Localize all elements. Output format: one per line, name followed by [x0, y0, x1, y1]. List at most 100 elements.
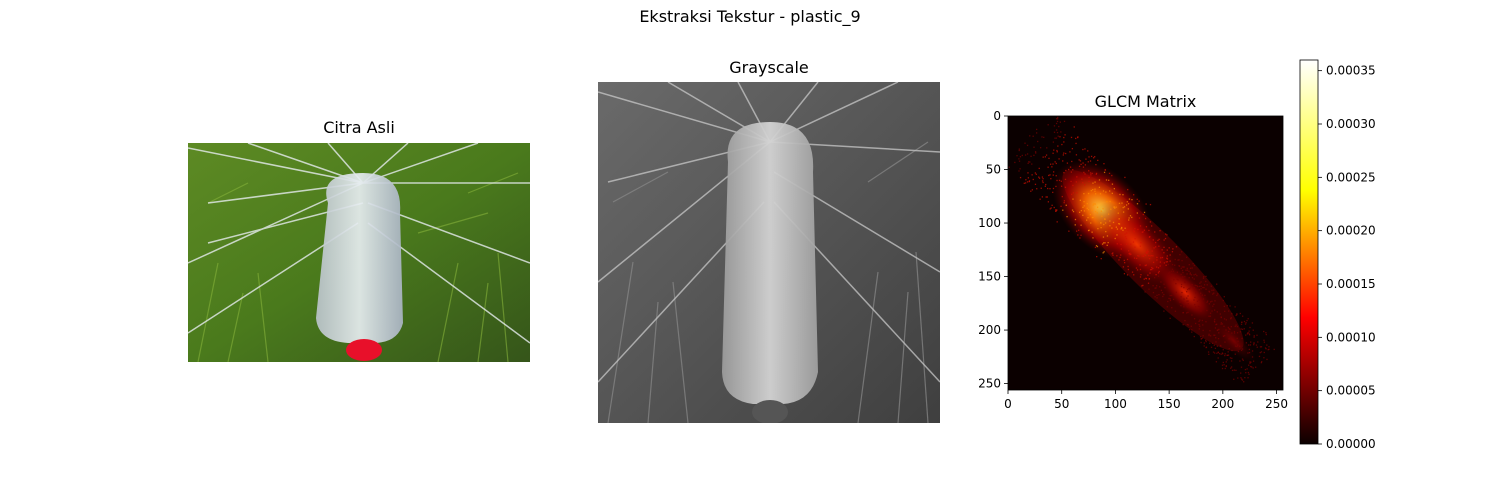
- glcm-speckle: [1147, 254, 1150, 257]
- glcm-speckle: [1148, 258, 1151, 260]
- glcm-speckle: [1151, 250, 1153, 252]
- glcm-speckle: [1194, 296, 1196, 299]
- glcm-speckle: [1178, 265, 1181, 267]
- glcm-speckle: [1222, 335, 1225, 337]
- glcm-speckle: [1214, 347, 1217, 350]
- glcm-speckle: [1105, 179, 1108, 181]
- glcm-speckle: [1265, 348, 1267, 350]
- glcm-speckle: [1188, 328, 1191, 331]
- glcm-speckle: [1265, 332, 1267, 334]
- glcm-speckle: [1159, 286, 1161, 288]
- glcm-speckle: [1216, 345, 1219, 347]
- glcm-speckle: [1042, 156, 1044, 158]
- glcm-speckle: [1154, 231, 1156, 233]
- glcm-speckle: [1188, 270, 1190, 272]
- glcm-speckle: [1152, 291, 1155, 294]
- glcm-speckle: [1018, 160, 1021, 162]
- glcm-speckle: [1216, 283, 1218, 285]
- glcm-speckle: [1094, 181, 1096, 183]
- glcm-speckle: [1163, 246, 1165, 248]
- glcm-speckle: [1145, 252, 1148, 254]
- glcm-speckle: [1062, 160, 1064, 162]
- glcm-speckle: [1186, 297, 1188, 299]
- glcm-speckle: [1076, 230, 1078, 232]
- glcm-speckle: [1108, 179, 1110, 181]
- glcm-speckle: [1155, 285, 1158, 287]
- glcm-speckle: [1118, 218, 1120, 220]
- glcm-speckle: [1248, 364, 1250, 366]
- glcm-speckle: [1046, 196, 1048, 198]
- glcm-speckle: [1211, 310, 1213, 312]
- glcm-speckle: [1086, 207, 1088, 209]
- glcm-speckle: [1027, 172, 1029, 174]
- glcm-x-axis: 0 50 100 150 200 250: [1004, 390, 1288, 411]
- glcm-speckle: [1152, 261, 1155, 264]
- glcm-speckle: [1053, 131, 1056, 133]
- grayscale-image-drawing: [598, 82, 940, 423]
- glcm-speckle: [1104, 218, 1106, 220]
- glcm-speckle: [1235, 369, 1237, 372]
- glcm-speckle: [1224, 334, 1226, 337]
- glcm-speckle: [1103, 223, 1105, 226]
- glcm-speckle: [1114, 207, 1116, 209]
- glcm-speckle: [1144, 254, 1147, 257]
- glcm-speckle: [1189, 267, 1192, 269]
- glcm-speckle: [1063, 152, 1065, 154]
- glcm-speckle: [1208, 291, 1211, 293]
- glcm-speckle: [1030, 190, 1032, 192]
- glcm-speckle: [1145, 251, 1147, 253]
- glcm-speckle: [1096, 255, 1098, 258]
- glcm-speckle: [1188, 288, 1191, 290]
- glcm-speckle: [1079, 237, 1081, 239]
- glcm-speckle: [1247, 318, 1249, 320]
- glcm-speckle: [1064, 134, 1066, 136]
- glcm-speckle: [1047, 201, 1050, 203]
- glcm-speckle: [1160, 289, 1163, 292]
- glcm-speckle: [1100, 210, 1103, 212]
- glcm-speckle: [1181, 259, 1183, 262]
- glcm-speckle: [1172, 248, 1174, 250]
- glcm-speckle: [1273, 348, 1275, 351]
- glcm-speckle: [1198, 289, 1200, 291]
- glcm-speckle: [1089, 213, 1092, 216]
- glcm-speckle: [1104, 169, 1106, 171]
- colorbar-tick-label: 0.00035: [1326, 64, 1376, 78]
- glcm-speckle: [1083, 210, 1086, 212]
- glcm-speckle: [1034, 151, 1037, 153]
- glcm-speckle: [1152, 255, 1154, 257]
- glcm-speckle: [1196, 300, 1199, 302]
- glcm-speckle: [1156, 259, 1158, 261]
- glcm-speckle: [1065, 152, 1067, 155]
- glcm-speckle: [1239, 312, 1241, 315]
- glcm-speckle: [1207, 351, 1210, 353]
- glcm-speckle: [1059, 121, 1062, 123]
- glcm-speckle: [1082, 148, 1084, 151]
- glcm-speckle: [1174, 264, 1176, 266]
- glcm-speckle: [1128, 219, 1130, 221]
- glcm-speckle: [1118, 223, 1121, 225]
- glcm-speckle: [1243, 320, 1246, 323]
- glcm-speckle: [1181, 291, 1183, 294]
- glcm-speckle: [1187, 295, 1189, 297]
- glcm-speckle: [1088, 180, 1090, 182]
- glcm-speckle: [1264, 347, 1267, 349]
- glcm-speckle: [1246, 333, 1249, 335]
- glcm-speckle: [1199, 292, 1202, 294]
- glcm-speckle: [1205, 346, 1207, 349]
- glcm-speckle: [1211, 300, 1213, 302]
- glcm-speckle: [1257, 341, 1259, 343]
- glcm-speckle: [1208, 303, 1211, 305]
- glcm-speckle: [1019, 176, 1022, 179]
- glcm-speckle: [1125, 237, 1128, 240]
- glcm-speckle: [1186, 323, 1189, 326]
- glcm-speckle: [1056, 149, 1058, 152]
- glcm-speckle: [1214, 327, 1217, 329]
- glcm-speckle: [1111, 253, 1113, 255]
- glcm-speckle: [1241, 378, 1243, 380]
- glcm-speckle: [1122, 266, 1125, 268]
- glcm-speckle: [1193, 335, 1195, 338]
- glcm-speckle: [1246, 368, 1248, 370]
- glcm-speckle: [1129, 253, 1131, 256]
- glcm-speckle: [1219, 344, 1222, 347]
- glcm-speckle: [1063, 136, 1065, 139]
